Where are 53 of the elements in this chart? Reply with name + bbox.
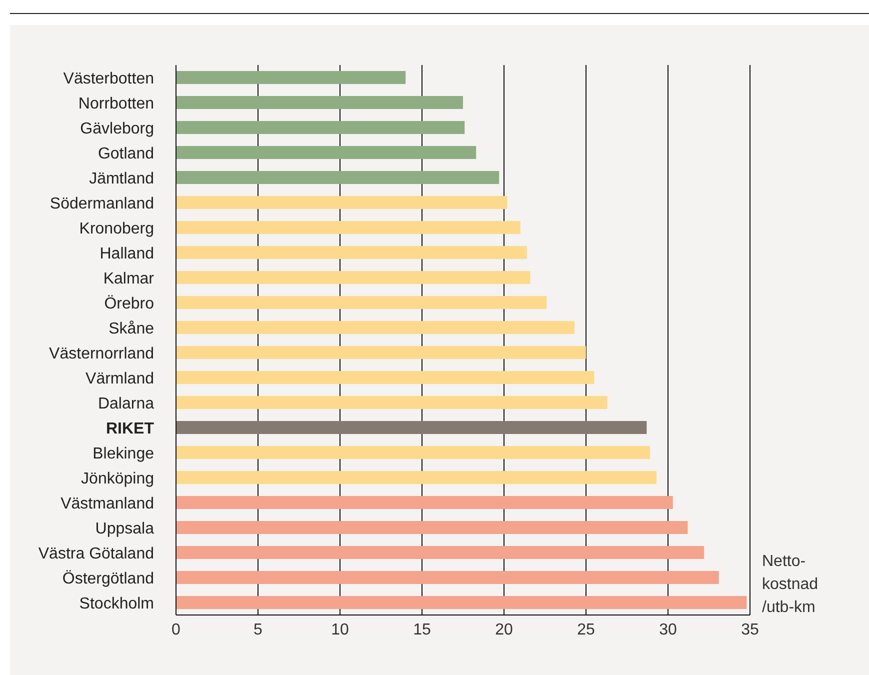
bar	[176, 71, 406, 84]
y-tick-label: Gotland	[98, 146, 154, 162]
bar	[176, 546, 704, 559]
y-tick-label: Dalarna	[98, 396, 154, 412]
x-tick-label: 30	[659, 621, 677, 638]
y-tick-label: RIKET	[106, 420, 154, 438]
y-tick-label: Jämtland	[89, 170, 154, 188]
y-tick-label: Gävleborg	[80, 120, 154, 138]
y-tick-label: Kronoberg	[79, 220, 154, 238]
bar	[176, 321, 575, 334]
bar	[176, 596, 747, 609]
bar	[176, 521, 688, 534]
y-tick-label: Kalmar	[103, 270, 155, 288]
y-tick-label: Stockholm	[79, 596, 154, 612]
bar	[176, 296, 547, 309]
x-tick-label: 20	[495, 621, 513, 638]
x-tick-label: 35	[741, 621, 759, 638]
y-tick-label: Norrbotten	[78, 96, 154, 112]
x-axis-title: Netto-kostnad /utb-km	[762, 552, 820, 618]
x-tick-label: 25	[577, 621, 595, 638]
y-tick-label: Västerbotten	[63, 70, 154, 88]
x-tick-label: 5	[254, 621, 263, 638]
bar	[176, 171, 500, 184]
y-tick-label: Västernorrland	[49, 346, 154, 362]
y-tick-label: Halland	[100, 246, 154, 262]
bar	[176, 221, 520, 234]
x-tick-label: 10	[331, 621, 349, 638]
bar	[176, 196, 508, 209]
bar	[176, 271, 530, 284]
bar	[176, 371, 594, 384]
y-tick-label: Södermanland	[50, 196, 154, 212]
bar	[176, 96, 463, 109]
y-tick-label: Skåne	[108, 320, 154, 338]
y-tick-label: Jönköping	[81, 470, 154, 488]
bar	[176, 346, 586, 359]
bar	[176, 246, 527, 259]
bar	[176, 421, 647, 434]
bar	[176, 571, 719, 584]
bar	[176, 146, 476, 159]
y-tick-label: Uppsala	[95, 520, 154, 538]
y-tick-label: Värmland	[86, 370, 154, 388]
y-tick-label: Örebro	[104, 294, 154, 312]
bar	[176, 396, 608, 409]
y-tick-label: Blekinge	[92, 446, 154, 462]
x-tick-label: 0	[172, 621, 181, 638]
y-tick-label: Västmanland	[60, 496, 154, 512]
bar	[176, 446, 650, 459]
bar	[176, 471, 657, 484]
bar	[176, 496, 673, 509]
bar	[176, 121, 465, 134]
x-tick-label: 15	[413, 621, 431, 638]
y-tick-label: Västra Götaland	[38, 546, 154, 562]
y-tick-label: Östergötland	[62, 570, 154, 588]
